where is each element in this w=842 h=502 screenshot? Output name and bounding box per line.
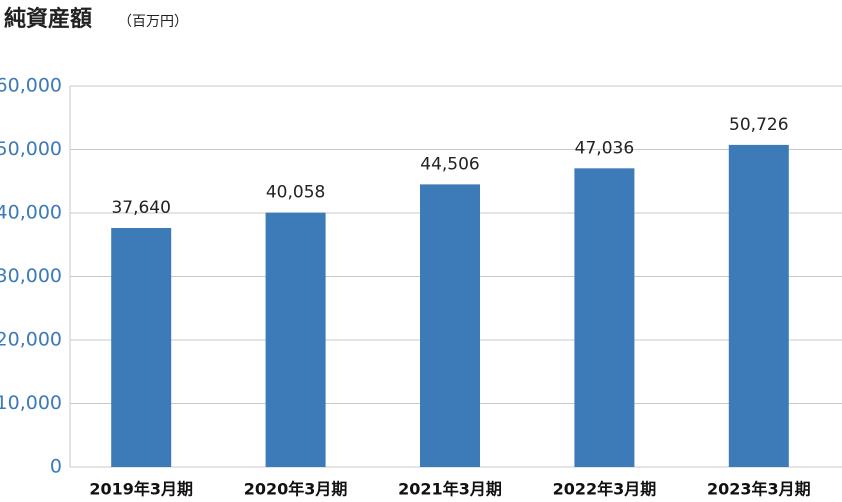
bar [111,227,172,467]
bar [420,184,480,467]
y-tick-label: 0 [50,456,62,478]
bar [265,212,326,467]
y-tick-label: 40,000 [0,202,62,224]
value-label: 44,506 [420,154,479,174]
value-label: 37,640 [111,198,170,218]
y-tick-label: 30,000 [0,265,62,287]
x-tick-label: 2021年3月期 [398,480,502,499]
value-label: 40,058 [266,183,325,203]
y-tick-label: 10,000 [0,392,62,414]
x-tick-label: 2019年3月期 [89,480,193,499]
x-tick-label: 2023年3月期 [707,480,811,499]
y-tick-label: 50,000 [0,138,62,160]
value-label: 47,036 [575,138,634,158]
x-tick-label: 2022年3月期 [553,480,657,499]
y-tick-label: 20,000 [0,329,62,351]
bar [728,144,789,467]
chart-subtitle: （百万円） [118,14,188,30]
bar [574,168,635,467]
y-tick-label: 60,000 [0,75,62,97]
chart-title: 純資産額 [4,6,92,32]
value-label: 50,726 [729,115,788,135]
x-tick-label: 2020年3月期 [244,480,348,499]
